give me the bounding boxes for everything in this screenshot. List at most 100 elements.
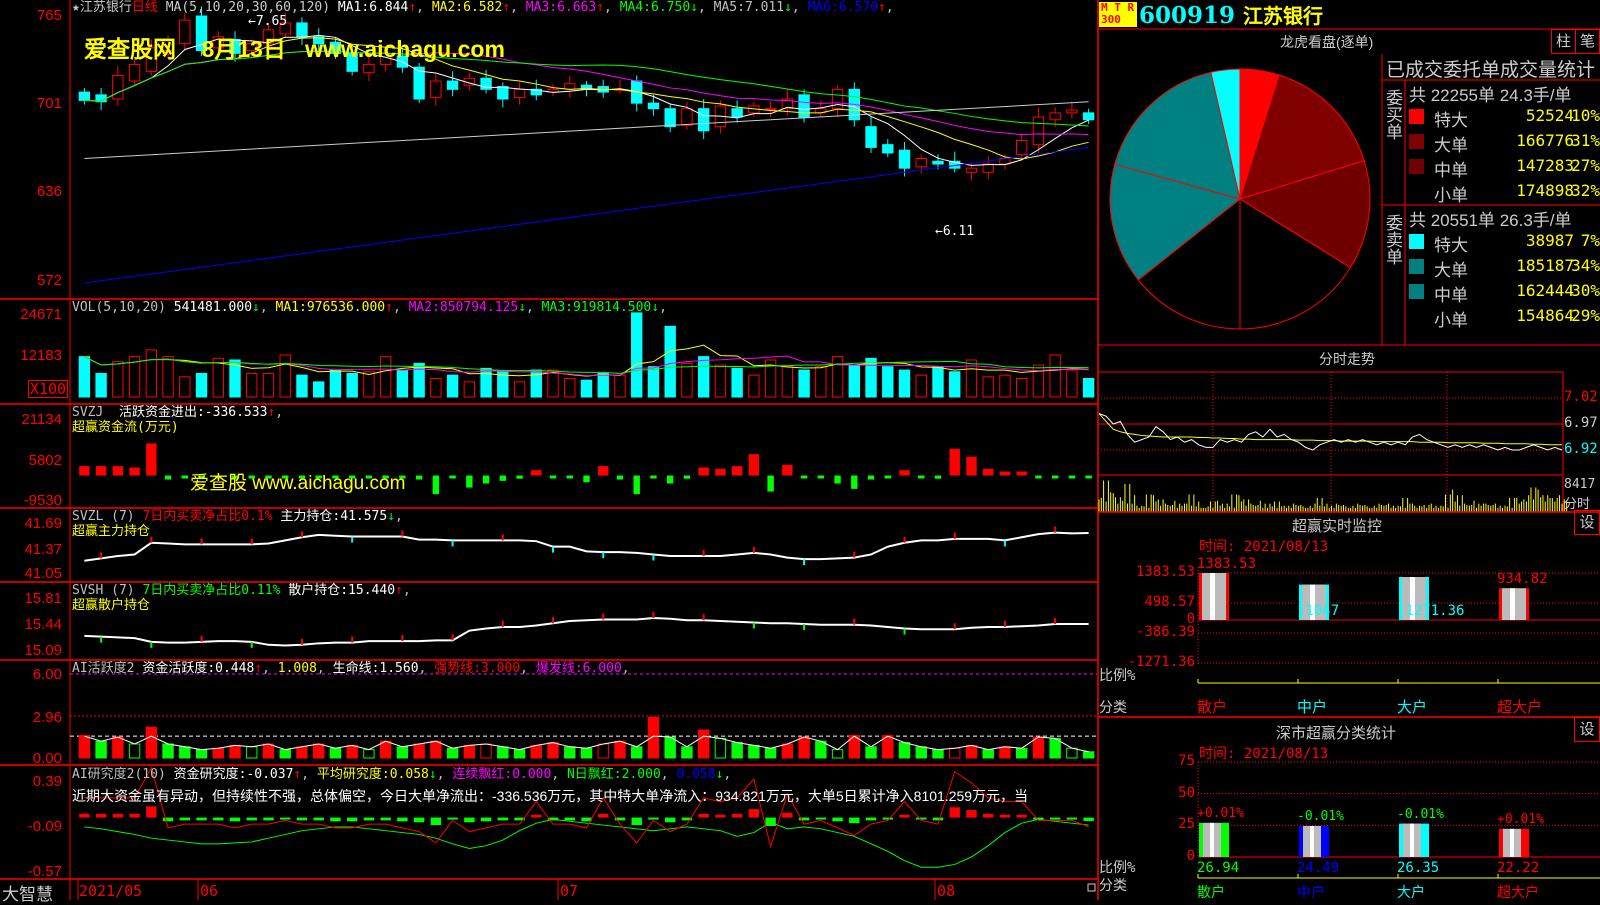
monitor-tick: 0: [1186, 611, 1195, 627]
order-type-label: 特大: [1434, 111, 1468, 130]
volume-bar: [564, 377, 576, 398]
color-swatch: [1409, 134, 1424, 149]
fund-flow-bar: [949, 448, 960, 476]
fund-flow-bar: [432, 475, 440, 495]
fund-flow-bar: [549, 475, 557, 479]
monitor-ratio-label: 比例%: [1099, 668, 1136, 684]
ma-label: MA2:: [431, 0, 464, 15]
table-title: 已成交委托单成交量统计: [1386, 60, 1596, 81]
mtr-badge[interactable]: M T R 300: [1099, 2, 1137, 27]
avg-research-arrow: ↓: [428, 767, 437, 782]
color-swatch: [1409, 259, 1424, 274]
activity-bar: [798, 736, 810, 759]
activity-bar: [1032, 736, 1045, 759]
svzj-header: SVZJ 活跃资金进出:-336.533↑,: [72, 405, 284, 420]
monitor-settings-button[interactable]: 设: [1574, 510, 1600, 535]
fund-flow-bar: [666, 475, 674, 484]
monitor-bar-value: 934.82: [1497, 571, 1548, 588]
activity-bar: [631, 746, 643, 759]
volume-bar: [480, 367, 492, 398]
date-label: 2021/05: [79, 882, 143, 900]
volume-ma10-line: [84, 355, 1089, 377]
ma-value: 7.011: [744, 0, 785, 15]
activity-bar: [463, 744, 476, 759]
vol-ma-value: 850794.125: [439, 300, 519, 315]
high-price-note: ←7.65: [248, 14, 288, 29]
fund-flow-bar: [399, 475, 406, 479]
svzl-value: 41.575: [340, 509, 388, 524]
shenzhen-settings-button[interactable]: 设: [1574, 717, 1600, 742]
pen-mode-button[interactable]: 笔: [1575, 29, 1600, 54]
ai-comment: 近期大资金虽有异动，但持续性不强，总体偏空，今日大单净流出：-336.536万元…: [72, 788, 1029, 804]
research-bar: [296, 817, 308, 821]
ai-active-value: 0.448: [215, 661, 255, 676]
fund-flow-bar: [415, 475, 423, 480]
monitor-bar: [1199, 573, 1229, 620]
period-label[interactable]: 日线: [131, 0, 158, 15]
ai-research-label: AI研究度2(10): [72, 767, 166, 782]
monitor-class-label: 分类: [1099, 700, 1127, 716]
shenzhen-change: -0.01%: [1297, 808, 1344, 824]
fund-flow-bar: [482, 475, 490, 484]
candle: [798, 94, 810, 118]
volume-bar: [363, 371, 375, 398]
shenzhen-title: 深市超赢分类统计: [1276, 725, 1397, 742]
order-percent: 31%: [1571, 131, 1600, 150]
activity-bar: [396, 746, 409, 759]
research-bar: [614, 817, 626, 821]
monitor-time: 时间: 2021/08/13: [1199, 539, 1329, 555]
candle: [112, 74, 124, 100]
research-bar: [1083, 817, 1094, 822]
candle: [932, 160, 944, 165]
monitor-title: 超赢实时监控: [1292, 518, 1383, 535]
fund-flow-bar: [633, 475, 640, 495]
monitor-bar: [1399, 577, 1429, 620]
intraday-tick: 7.02: [1564, 389, 1598, 405]
fund-flow-bar: [531, 470, 542, 476]
shenzhen-tick: 25: [1178, 816, 1195, 833]
activity-bar: [1049, 737, 1061, 759]
monitor-category: 超大户: [1497, 699, 1543, 716]
research-bar: [748, 809, 760, 818]
research-bar: [330, 817, 341, 822]
brand-label: 大智慧: [2, 885, 53, 904]
ai-active-header: AI活跃度2 资金活跃度:0.448↑, 1.008, 生命线:1.560, 强…: [72, 661, 630, 676]
star-icon[interactable]: ★: [72, 0, 80, 15]
candle: [1066, 109, 1078, 114]
fund-flow-bar: [382, 475, 389, 479]
pie-slice: [1239, 198, 1352, 330]
monitor-category: 大户: [1397, 699, 1428, 716]
candle: [647, 102, 660, 110]
activity-bar: [513, 749, 526, 759]
research-bar: [162, 817, 174, 822]
candle: [128, 63, 141, 82]
research-bar: [648, 817, 659, 820]
activity-bar: [112, 736, 124, 759]
shenzhen-tick: 50: [1178, 784, 1195, 801]
volume-bar: [647, 366, 660, 398]
volume-value: 541481.000: [173, 300, 253, 315]
fund-flow-bar: [983, 468, 994, 476]
pie-slice: [1239, 74, 1365, 200]
volume-tick: 24671: [20, 306, 62, 323]
volume-bar: [430, 377, 442, 398]
svzj-label: SVZJ: [72, 405, 104, 420]
activity-bar: [898, 742, 911, 759]
research-bar: [882, 817, 893, 820]
order-percent: 10%: [1571, 106, 1600, 125]
volume-bar: [681, 362, 693, 398]
order-type-label: 中单: [1434, 286, 1468, 305]
bar-highlight: [1310, 825, 1314, 857]
research-bar: [196, 817, 207, 821]
candle: [915, 157, 927, 168]
ai-research-header: AI研究度2(10) 资金研究度:-0.037↑, 平均研究度:0.058↓, …: [72, 767, 732, 782]
fund-flow-bar: [332, 475, 339, 479]
price-tick: 636: [36, 183, 62, 200]
order-percent: 32%: [1571, 181, 1600, 200]
shenzhen-change: +0.01%: [1197, 805, 1244, 821]
fund-flow-bar: [616, 475, 624, 480]
bar-mode-button[interactable]: 柱: [1551, 29, 1576, 54]
volume-bar: [580, 379, 593, 398]
activity-bar: [212, 747, 224, 759]
